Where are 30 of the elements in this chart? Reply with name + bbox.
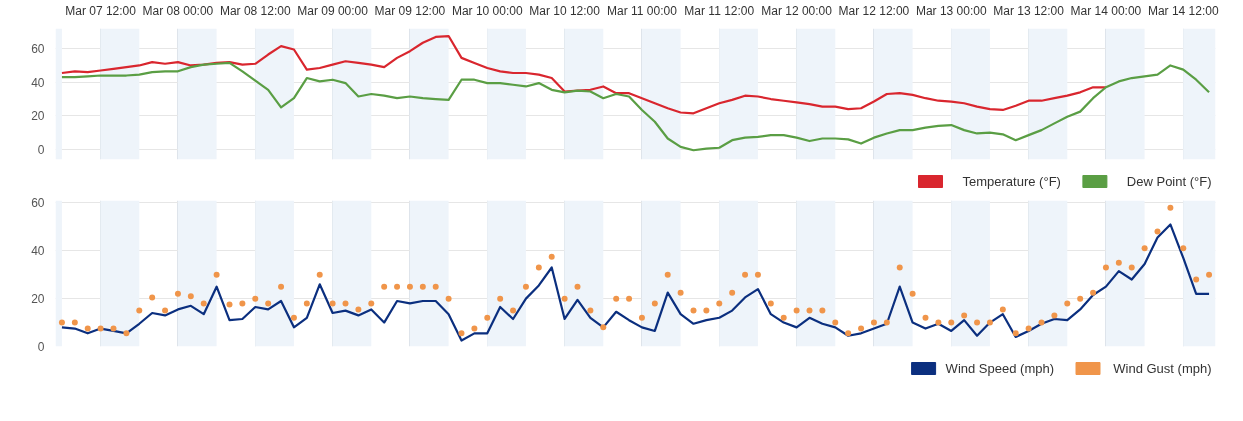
x-tick-label: Mar 08 00:00 <box>142 3 214 18</box>
y-tick-label: 40 <box>31 75 45 90</box>
x-tick-label: Mar 10 00:00 <box>451 3 523 18</box>
x-tick-label: Mar 08 12:00 <box>219 3 291 18</box>
y-tick-label: 40 <box>31 244 45 259</box>
y-tick-label: 0 <box>37 142 45 157</box>
line-series <box>60 61 1211 152</box>
x-tick-label: Mar 11 12:00 <box>684 3 755 18</box>
line-series <box>60 223 1211 342</box>
line-series <box>60 34 1108 115</box>
legend-label: Dew Point (°F) <box>1126 174 1212 189</box>
x-tick-label: Mar 13 00:00 <box>915 3 987 18</box>
x-tick-label: Mar 12 00:00 <box>761 3 833 18</box>
y-tick-label: 20 <box>31 109 45 124</box>
y-tick-label: 60 <box>31 42 45 57</box>
x-tick-label: Mar 07 12:00 <box>65 3 137 18</box>
x-tick-label: Mar 10 12:00 <box>529 3 601 18</box>
y-tick-label: 20 <box>31 292 45 307</box>
x-tick-label: Mar 11 00:00 <box>607 3 678 18</box>
x-tick-label: Mar 09 12:00 <box>374 3 446 18</box>
x-tick-label: Mar 14 00:00 <box>1070 3 1142 18</box>
legend-label: Wind Speed (mph) <box>945 361 1055 376</box>
x-tick-label: Mar 12 12:00 <box>838 3 910 18</box>
legend-label: Wind Gust (mph) <box>1113 361 1212 376</box>
y-tick-label: 60 <box>31 196 45 211</box>
legend-label: Temperature (°F) <box>962 174 1061 189</box>
x-tick-label: Mar 09 00:00 <box>297 3 369 18</box>
x-tick-label: Mar 14 12:00 <box>1147 3 1219 18</box>
x-tick-label: Mar 13 12:00 <box>993 3 1065 18</box>
y-tick-label: 0 <box>37 340 45 354</box>
